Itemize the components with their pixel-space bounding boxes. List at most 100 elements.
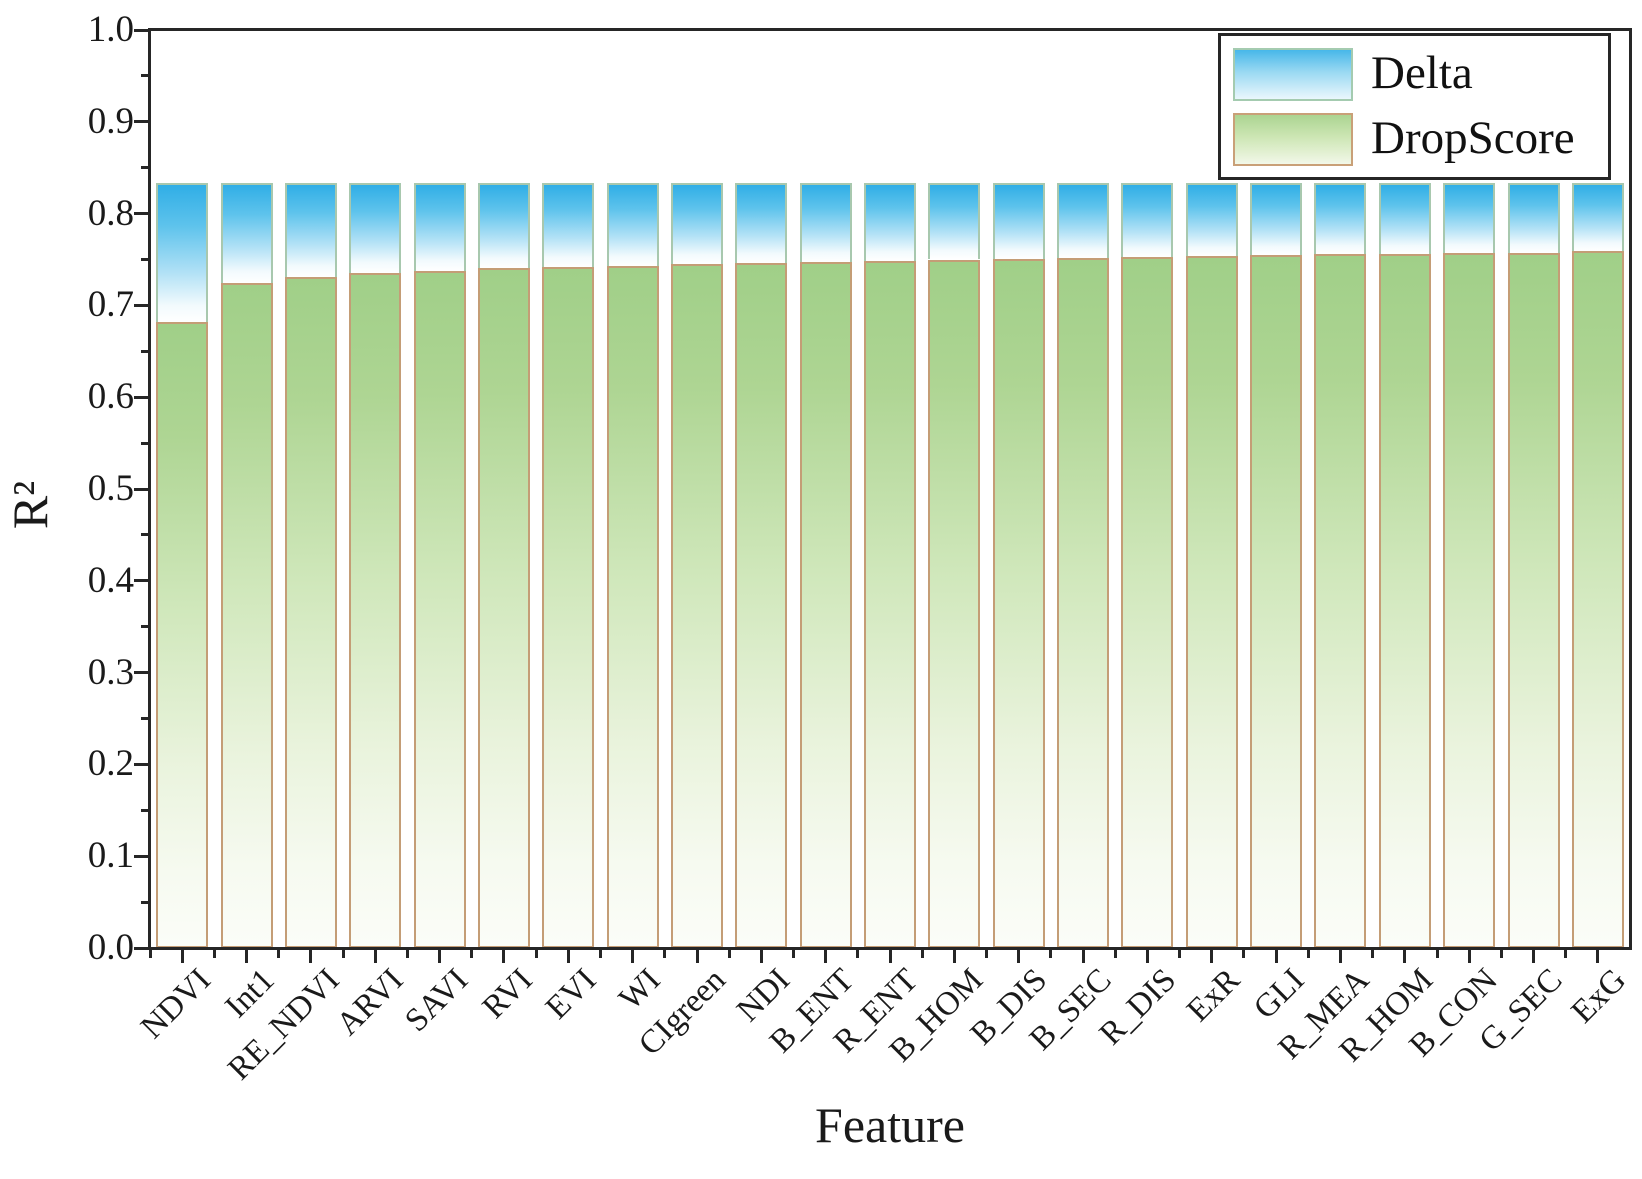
bar-delta-segment: [284, 183, 337, 277]
y-tick-label: 0.9: [87, 100, 134, 142]
x-axis-major-tick: [1145, 950, 1149, 963]
bar-delta-segment: [1314, 183, 1367, 254]
legend: Delta DropScore: [1218, 33, 1611, 180]
x-axis-major-tick: [631, 950, 635, 963]
y-axis-minor-tick: [141, 441, 150, 445]
y-tick-label: 0.4: [87, 559, 134, 601]
y-axis-major-tick: [134, 28, 150, 32]
dropscore-swatch: [1233, 112, 1353, 166]
legend-entry-dropscore: DropScore: [1233, 110, 1598, 168]
x-axis-major-tick: [1532, 950, 1535, 963]
bar-delta-segment: [477, 183, 530, 268]
bar-dropscore-segment: [606, 265, 659, 948]
x-axis-major-tick: [566, 950, 570, 963]
x-axis-major-tick: [1274, 950, 1278, 963]
bar-delta-segment: [220, 183, 273, 284]
bar-dropscore-segment: [349, 273, 402, 948]
x-axis-major-tick: [759, 950, 763, 963]
x-axis-major-tick: [1210, 950, 1214, 963]
x-axis-minor-tick: [1435, 950, 1439, 958]
y-tick-label: 0.7: [87, 284, 134, 326]
x-axis-minor-tick: [792, 950, 795, 958]
bar-delta-segment: [735, 183, 788, 264]
bar-delta-segment: [542, 183, 595, 267]
bar-delta-segment: [671, 183, 723, 265]
y-tick-label: 0.6: [87, 376, 134, 418]
bar-dropscore-segment: [1571, 251, 1624, 948]
bar-delta-segment: [1057, 183, 1109, 258]
bar-delta-segment: [1121, 183, 1174, 257]
x-axis-minor-tick: [663, 950, 667, 958]
bar-delta-segment: [1250, 183, 1303, 255]
bar-dropscore-segment: [1443, 253, 1496, 948]
bar-delta-segment: [1378, 183, 1431, 254]
x-tick-label: SAVI: [398, 962, 476, 1039]
x-axis-minor-tick: [277, 950, 281, 958]
y-tick-label: 0.1: [87, 835, 134, 877]
x-axis-major-tick: [1467, 950, 1471, 963]
x-axis-minor-tick: [405, 950, 409, 958]
y-axis-minor-tick: [141, 166, 150, 170]
x-tick-label: ExG: [1565, 962, 1634, 1031]
y-axis-major-tick: [134, 487, 150, 491]
y-axis-minor-tick: [141, 533, 150, 537]
bar-delta-segment: [1185, 183, 1238, 256]
bar-dropscore-segment: [220, 283, 273, 948]
x-axis-minor-tick: [1242, 950, 1246, 958]
y-axis-major-tick: [134, 395, 150, 399]
legend-label-dropscore: DropScore: [1371, 112, 1575, 165]
legend-label-delta: Delta: [1371, 47, 1473, 100]
y-axis-minor-tick: [141, 258, 150, 261]
x-axis-minor-tick: [1113, 950, 1117, 958]
bar-dropscore-segment: [1057, 257, 1109, 948]
y-tick-label: 1.0: [87, 9, 134, 50]
x-axis-minor-tick: [856, 950, 860, 958]
bar-delta-segment: [606, 183, 659, 266]
x-axis-minor-tick: [920, 950, 924, 958]
y-axis-title: R²: [2, 480, 59, 530]
x-axis-major-tick: [438, 950, 442, 963]
bar-delta-segment: [1507, 183, 1560, 254]
y-axis-major-tick: [134, 212, 150, 216]
bar-dropscore-segment: [735, 263, 788, 948]
x-axis-minor-tick: [341, 950, 345, 958]
x-axis-major-tick: [1338, 950, 1342, 963]
bar-dropscore-segment: [671, 264, 723, 948]
y-axis-major-tick: [134, 120, 150, 124]
x-axis-minor-tick: [470, 950, 474, 958]
delta-swatch: [1233, 47, 1353, 101]
bar-dropscore-segment: [284, 276, 337, 948]
bar-delta-segment: [413, 183, 466, 272]
x-tick-label: EVI: [539, 962, 604, 1027]
x-axis-major-tick: [952, 950, 956, 963]
x-tick-label: NDVI: [133, 962, 218, 1046]
bar-dropscore-segment: [413, 271, 466, 948]
bar-dropscore-segment: [864, 261, 916, 948]
x-tick-label: ARVI: [330, 962, 411, 1043]
y-tick-label: 0.5: [87, 468, 134, 509]
bar-delta-segment: [156, 183, 209, 322]
x-axis-minor-tick: [1564, 950, 1568, 958]
bar-dropscore-segment: [928, 259, 981, 948]
bar-dropscore-segment: [1185, 255, 1238, 948]
bar-dropscore-segment: [542, 266, 595, 948]
x-axis-major-tick: [695, 950, 699, 963]
y-axis-major-tick: [134, 854, 150, 858]
y-axis-major-tick: [134, 303, 150, 307]
bar-delta-segment: [928, 183, 981, 260]
x-axis-major-tick: [502, 950, 506, 963]
x-axis-title: Feature: [815, 1097, 965, 1153]
x-axis-minor-tick: [148, 950, 152, 958]
x-axis-major-tick: [373, 950, 377, 963]
y-tick-label: 0.2: [87, 743, 134, 785]
x-axis-major-tick: [1596, 950, 1600, 963]
x-axis-minor-tick: [212, 950, 216, 958]
x-axis-minor-tick: [727, 950, 731, 958]
x-axis-minor-tick: [1178, 950, 1182, 958]
x-axis-major-tick: [1081, 950, 1085, 963]
x-tick-label: ExR: [1180, 962, 1248, 1029]
y-tick-label: 0.8: [87, 192, 134, 234]
bar-dropscore-segment: [1314, 254, 1367, 948]
bar-delta-segment: [864, 183, 916, 262]
